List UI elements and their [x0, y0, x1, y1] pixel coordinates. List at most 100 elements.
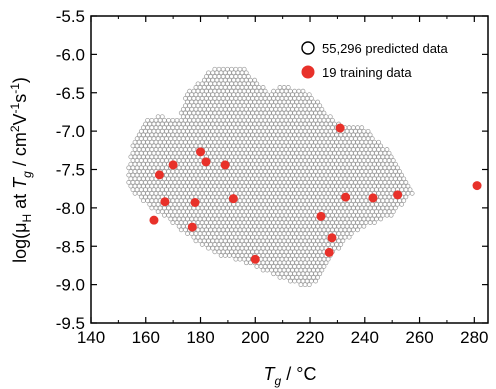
predicted-point — [210, 172, 216, 178]
legend: 55,296 predicted data 19 training data — [301, 41, 449, 80]
predicted-point — [390, 172, 396, 178]
predicted-point — [246, 147, 251, 152]
predicted-point — [256, 150, 262, 156]
predicted-point — [288, 220, 293, 225]
predicted-point — [348, 172, 354, 178]
legend-label-training: 19 training data — [322, 65, 412, 80]
y-label-close: ) — [10, 77, 30, 83]
predicted-point — [288, 242, 293, 247]
predicted-point — [279, 110, 285, 116]
predicted-point — [355, 227, 360, 233]
predicted-point — [134, 150, 140, 156]
predicted-point — [359, 220, 365, 225]
predicted-point — [201, 165, 207, 171]
predicted-point — [159, 165, 165, 171]
predicted-point — [151, 187, 157, 193]
predicted-point — [145, 147, 150, 152]
predicted-point — [153, 132, 159, 138]
predicted-point — [187, 147, 192, 152]
predicted-point — [262, 147, 268, 152]
predicted-point — [210, 77, 216, 83]
predicted-point — [309, 125, 314, 130]
predicted-point — [304, 205, 310, 211]
predicted-point — [325, 256, 331, 262]
predicted-point — [225, 227, 230, 233]
predicted-point — [298, 253, 304, 258]
predicted-point — [313, 147, 318, 152]
predicted-point — [210, 194, 216, 200]
predicted-point — [346, 125, 352, 130]
predicted-point — [315, 165, 321, 171]
predicted-point — [294, 194, 300, 200]
predicted-point — [285, 275, 291, 280]
predicted-point — [143, 187, 148, 193]
y-label-sup2: 2 — [8, 125, 22, 132]
predicted-point — [157, 117, 163, 123]
predicted-point — [147, 172, 153, 178]
predicted-point — [273, 267, 279, 273]
predicted-point — [264, 245, 270, 251]
predicted-point — [313, 227, 318, 233]
predicted-point — [220, 139, 226, 145]
predicted-point — [311, 194, 316, 200]
predicted-point — [279, 125, 285, 130]
predicted-point — [269, 150, 274, 156]
predicted-point — [243, 85, 249, 90]
y-tick-label: -6.5 — [56, 84, 85, 103]
predicted-point — [355, 198, 360, 204]
predicted-point — [388, 198, 394, 204]
predicted-point — [269, 165, 274, 171]
predicted-point — [304, 117, 310, 123]
predicted-point — [166, 212, 171, 218]
predicted-point — [246, 139, 251, 145]
predicted-point — [214, 245, 220, 251]
predicted-point — [201, 77, 207, 83]
predicted-point — [309, 205, 314, 211]
predicted-point — [227, 187, 232, 193]
predicted-point — [208, 242, 213, 247]
predicted-point — [178, 110, 184, 116]
predicted-point — [395, 172, 400, 178]
predicted-point — [357, 172, 363, 178]
predicted-point — [174, 198, 180, 204]
predicted-point — [199, 139, 205, 145]
predicted-point — [334, 205, 339, 211]
predicted-point — [309, 139, 314, 145]
predicted-point — [275, 110, 281, 116]
predicted-point — [260, 187, 266, 193]
predicted-point — [162, 212, 167, 218]
predicted-point — [258, 110, 264, 116]
predicted-point — [235, 150, 241, 156]
predicted-point — [258, 220, 264, 225]
predicted-point — [283, 139, 289, 145]
predicted-point — [369, 136, 375, 141]
predicted-point — [367, 220, 373, 225]
y-label-prefix: log(μ — [10, 223, 30, 263]
predicted-point — [306, 267, 312, 273]
predicted-point — [264, 194, 270, 200]
x-axis-subscript: g — [275, 374, 282, 388]
y-label-v: V — [10, 113, 30, 125]
predicted-point — [273, 172, 279, 178]
predicted-point — [304, 212, 310, 218]
x-tick-label: 280 — [460, 328, 488, 347]
predicted-point — [277, 172, 283, 178]
predicted-point — [336, 150, 342, 156]
predicted-point — [233, 132, 239, 138]
predicted-point — [388, 212, 394, 218]
predicted-point — [294, 267, 300, 273]
predicted-point — [290, 194, 295, 200]
predicted-point — [231, 172, 237, 178]
predicted-point — [397, 198, 402, 204]
predicted-point — [304, 220, 310, 225]
y-tick-label: -5.5 — [56, 7, 85, 26]
predicted-point — [367, 147, 373, 152]
predicted-point — [290, 245, 295, 251]
predicted-point — [178, 125, 184, 130]
predicted-point — [288, 227, 293, 233]
predicted-point — [300, 125, 306, 130]
predicted-point — [138, 158, 144, 163]
predicted-point — [168, 187, 174, 193]
training-point — [154, 170, 164, 180]
predicted-point — [187, 110, 192, 116]
